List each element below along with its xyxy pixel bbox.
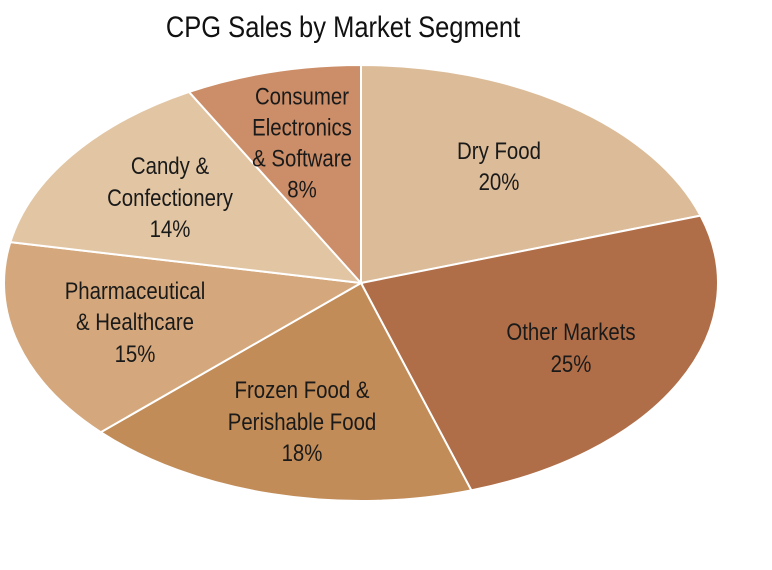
pie-slice [359, 214, 719, 492]
value-label: 15% [114, 340, 156, 368]
slice-label: Dry Food 20% [458, 135, 542, 197]
category-label: Dry Food [457, 137, 542, 165]
chart-title: CPG Sales by Market Segment [165, 11, 521, 44]
value-label: 14% [149, 216, 191, 244]
category-label: Candy & Confectionery [107, 153, 234, 212]
pie-slice [9, 90, 364, 285]
slice-label: Candy & Confectionery 14% [107, 152, 233, 246]
pie-slice [98, 281, 473, 502]
slice-label: Pharmaceutical & Healthcare 15% [64, 276, 205, 370]
category-label: Other Markets [506, 319, 636, 347]
value-label: 20% [479, 168, 520, 196]
value-label: 8% [287, 176, 318, 204]
pie-slice [187, 63, 362, 286]
category-label: Frozen Food & Perishable Food [228, 377, 377, 436]
slice-label: Frozen Food & Perishable Food 18% [228, 376, 377, 470]
pie-slice [360, 63, 703, 285]
category-label: Pharmaceutical & Healthcare [64, 278, 206, 337]
slice-label: Other Markets 25% [506, 317, 635, 379]
value-label: 18% [281, 439, 323, 467]
slice-label: Consumer Electronics & Software 8% [252, 81, 352, 206]
category-label: Consumer Electronics & Software [252, 83, 353, 173]
value-label: 25% [550, 350, 592, 378]
pie-slice [3, 241, 365, 434]
